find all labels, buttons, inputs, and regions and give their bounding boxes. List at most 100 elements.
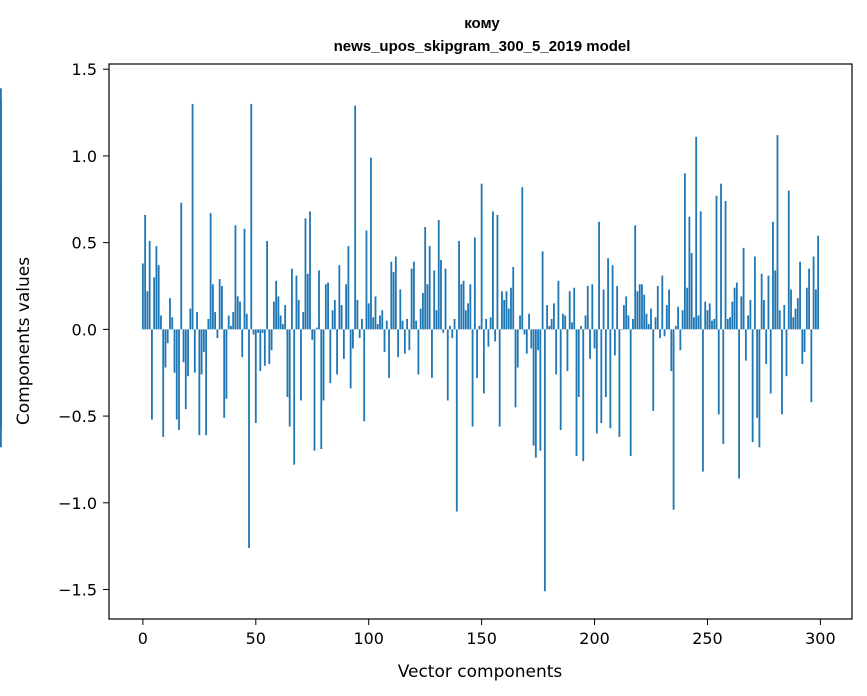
bar bbox=[460, 284, 463, 330]
bar bbox=[512, 266, 515, 330]
bar bbox=[498, 329, 501, 427]
bar bbox=[385, 320, 388, 330]
bar bbox=[160, 315, 162, 330]
bar bbox=[620, 329, 623, 330]
bar bbox=[733, 287, 736, 330]
bar bbox=[279, 315, 282, 330]
bar bbox=[408, 329, 411, 351]
bar bbox=[778, 310, 781, 330]
bar bbox=[632, 318, 634, 330]
bar bbox=[417, 329, 420, 375]
bar bbox=[241, 329, 244, 358]
bar bbox=[270, 329, 273, 351]
bar bbox=[211, 284, 214, 330]
bar bbox=[437, 220, 440, 330]
bar bbox=[650, 308, 652, 330]
bar bbox=[593, 329, 596, 349]
bar bbox=[507, 308, 510, 330]
x-tick-label: 50 bbox=[246, 629, 266, 648]
bar bbox=[769, 329, 772, 394]
bar bbox=[381, 310, 384, 330]
bar bbox=[141, 263, 144, 330]
bar bbox=[394, 256, 397, 330]
bar bbox=[801, 329, 804, 365]
bar bbox=[550, 318, 553, 330]
x-tick-label: 100 bbox=[353, 629, 384, 648]
bar bbox=[787, 190, 790, 330]
chart-title: кому bbox=[464, 15, 500, 32]
bar bbox=[772, 221, 774, 330]
bar bbox=[370, 157, 372, 330]
bar bbox=[338, 265, 341, 330]
bar bbox=[607, 258, 609, 330]
bar bbox=[767, 275, 770, 330]
bar bbox=[374, 296, 377, 330]
bar bbox=[751, 329, 754, 443]
bar bbox=[406, 318, 409, 330]
bar bbox=[564, 315, 567, 330]
bar bbox=[295, 275, 298, 330]
bar bbox=[193, 329, 196, 373]
bar bbox=[415, 320, 418, 330]
bar bbox=[586, 286, 589, 330]
bar bbox=[487, 329, 490, 347]
bar bbox=[431, 329, 433, 378]
bar bbox=[699, 211, 702, 330]
bar bbox=[169, 298, 171, 330]
x-tick-label: 200 bbox=[579, 629, 610, 648]
bar bbox=[336, 329, 338, 375]
bar bbox=[503, 299, 506, 330]
bar bbox=[722, 329, 725, 444]
bar bbox=[808, 268, 810, 330]
x-tick-label: 150 bbox=[466, 629, 497, 648]
y-tick-label: 0.5 bbox=[72, 234, 97, 253]
bar bbox=[234, 225, 237, 330]
x-tick-label: 300 bbox=[805, 629, 836, 648]
bar bbox=[510, 287, 512, 330]
bars bbox=[0, 88, 820, 592]
bar bbox=[419, 308, 422, 330]
bar bbox=[230, 325, 232, 330]
plot-frame bbox=[108, 63, 853, 620]
bar bbox=[376, 324, 379, 330]
bar bbox=[814, 289, 817, 330]
bar bbox=[735, 282, 738, 330]
bar bbox=[333, 299, 336, 330]
bar bbox=[760, 273, 763, 330]
bar bbox=[713, 318, 716, 330]
bar bbox=[478, 325, 481, 330]
bar bbox=[272, 301, 275, 330]
chart-subtitle: news_upos_skipgram_300_5_2019 model bbox=[334, 38, 631, 55]
bar bbox=[306, 273, 309, 330]
bar bbox=[236, 296, 239, 330]
bar bbox=[731, 301, 734, 330]
bar bbox=[629, 329, 632, 456]
bar bbox=[803, 329, 806, 352]
bar bbox=[198, 329, 201, 436]
bar bbox=[812, 256, 815, 330]
bar bbox=[347, 246, 350, 330]
bar bbox=[697, 315, 700, 330]
bar bbox=[205, 329, 208, 436]
bar bbox=[354, 105, 357, 330]
bar bbox=[248, 329, 250, 548]
bar bbox=[480, 183, 483, 330]
bar bbox=[324, 284, 327, 330]
bar bbox=[225, 329, 228, 399]
bar bbox=[166, 329, 169, 344]
bar bbox=[753, 256, 756, 330]
bar bbox=[674, 325, 677, 330]
bar bbox=[663, 329, 666, 337]
bar bbox=[665, 305, 668, 330]
y-tick-label: −1.0 bbox=[58, 494, 97, 513]
bar bbox=[178, 329, 180, 430]
bar bbox=[218, 279, 221, 330]
bar bbox=[706, 310, 709, 330]
bar bbox=[0, 251, 2, 330]
bar bbox=[627, 315, 630, 330]
bar bbox=[611, 265, 614, 330]
bar bbox=[659, 329, 661, 339]
bar bbox=[724, 201, 727, 330]
bar bbox=[397, 329, 399, 358]
bar bbox=[284, 305, 287, 330]
